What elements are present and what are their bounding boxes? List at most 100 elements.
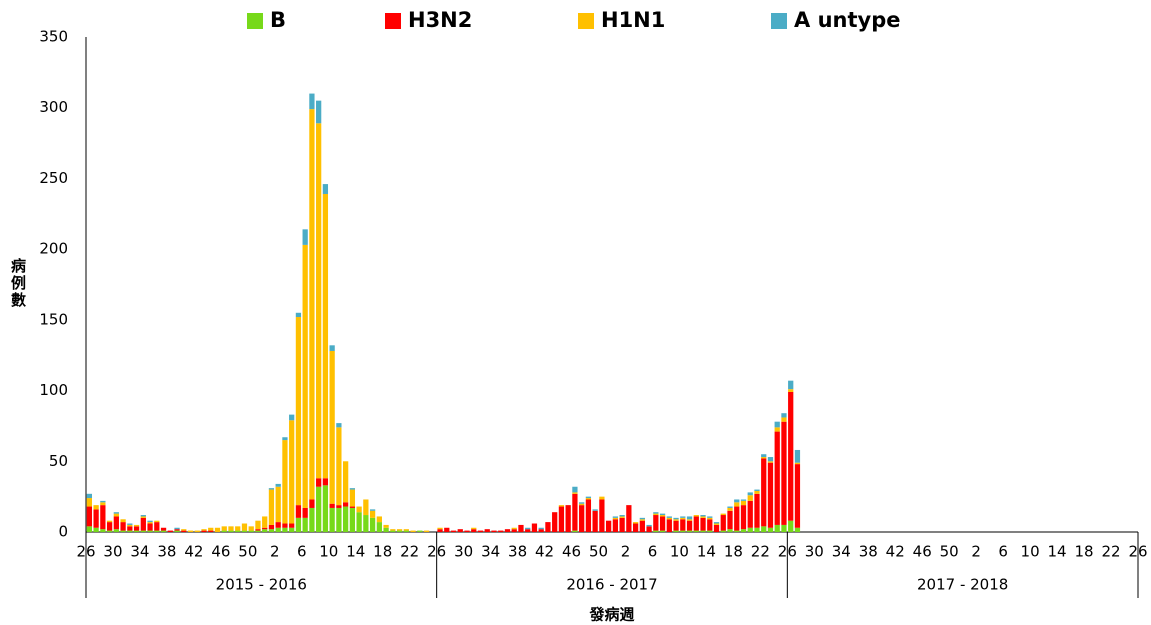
bar-segment — [572, 486, 578, 493]
bar-segment — [727, 507, 733, 511]
bar-segment — [181, 530, 187, 532]
bar-segment — [774, 427, 780, 432]
bar-segment — [599, 496, 605, 500]
bar-segment — [369, 517, 376, 532]
x-tick-label: 2 — [971, 543, 981, 561]
bar-segment — [201, 530, 207, 532]
bar-segment — [646, 524, 652, 527]
x-tick-label: 50 — [238, 543, 257, 561]
x-tick-label: 22 — [751, 543, 770, 561]
bar-segment — [558, 505, 565, 507]
x-tick-label: 34 — [481, 543, 500, 561]
bar-segment — [572, 493, 578, 531]
bar-segment — [619, 517, 625, 532]
y-tick-label: 250 — [39, 169, 68, 187]
bar-segment — [605, 520, 612, 532]
y-tick-label: 0 — [58, 523, 68, 541]
bar-segment — [720, 530, 726, 532]
bar-segment — [342, 461, 349, 503]
bar-segment — [376, 516, 382, 523]
bar-segment — [538, 529, 544, 532]
bar-segment — [275, 486, 281, 523]
bar-segment — [579, 502, 585, 504]
bar-segment — [336, 427, 342, 506]
bar-segment — [720, 515, 726, 531]
legend-text: B — [270, 8, 286, 32]
bar-segment — [302, 517, 308, 532]
x-tick-label: 18 — [373, 543, 392, 561]
bar-segment — [120, 530, 126, 532]
bar-segment — [127, 530, 133, 532]
x-tick-label: 38 — [859, 543, 878, 561]
x-tick-label: 42 — [184, 543, 203, 561]
bar-segment — [727, 510, 733, 530]
x-tick-label: 50 — [940, 543, 959, 561]
bar-segment — [680, 517, 686, 520]
x-tick-label: 22 — [400, 543, 419, 561]
bar-segment — [282, 527, 288, 532]
x-tick-label: 34 — [130, 543, 149, 561]
bar-segment — [774, 431, 780, 525]
bar-segment — [713, 523, 720, 525]
bar-segment — [747, 495, 753, 501]
bar-segment — [403, 530, 409, 532]
bar-segment — [525, 529, 531, 532]
bar-segment — [754, 493, 760, 528]
bar-segment — [727, 529, 733, 532]
y-tick-label: 350 — [39, 28, 68, 46]
bar-segment — [403, 529, 409, 531]
bar-segment — [154, 520, 160, 523]
bar-segment — [235, 530, 241, 532]
bar-segment — [673, 519, 679, 521]
bar-segment — [376, 522, 382, 532]
bar-segment — [147, 520, 153, 523]
bar-segment — [484, 529, 490, 532]
bar-segment — [788, 380, 794, 390]
bar-segment — [268, 524, 275, 530]
bar-segment — [423, 530, 430, 532]
bar-segment — [147, 530, 153, 532]
bar-segment — [740, 499, 747, 501]
bar-segment — [295, 317, 302, 506]
bar-segment — [666, 516, 672, 518]
bar-segment — [316, 100, 322, 124]
bar-segment — [747, 527, 753, 532]
bar-segment — [612, 519, 619, 532]
x-tick-label: 38 — [508, 543, 527, 561]
bar-segment — [255, 520, 261, 530]
y-tick-label: 300 — [39, 98, 68, 116]
bar-segment — [686, 520, 693, 531]
bar-segment — [187, 530, 194, 532]
bar-segment — [383, 527, 389, 532]
bar-segment — [174, 527, 180, 530]
x-tick-label: 46 — [562, 543, 581, 561]
bar-segment — [754, 527, 760, 532]
bar-segment — [464, 530, 470, 532]
bar-segment — [289, 523, 295, 528]
x-tick-label: 50 — [589, 543, 608, 561]
bar-segment — [268, 488, 275, 490]
y-tick-label: 200 — [39, 240, 68, 258]
bar-segment — [302, 229, 308, 245]
bar-segment — [255, 529, 261, 531]
legend-swatch — [247, 13, 263, 29]
bar-segment — [356, 512, 362, 532]
bar-segment — [329, 350, 335, 504]
bar-segment — [140, 516, 146, 518]
bar-segment — [390, 530, 396, 532]
bar-segment — [740, 529, 747, 532]
bar-segment — [619, 516, 625, 518]
bar-segment — [309, 499, 315, 508]
bar-segment — [120, 519, 126, 523]
bar-segment — [113, 529, 119, 532]
bar-segment — [133, 530, 140, 532]
x-tick-label: 10 — [319, 543, 338, 561]
bar-segment — [632, 523, 639, 532]
bar-segment — [309, 507, 315, 532]
legend-text: A untype — [794, 8, 900, 32]
bar-segment — [700, 530, 706, 532]
bar-segment — [781, 417, 787, 422]
bar-segment — [113, 516, 119, 530]
